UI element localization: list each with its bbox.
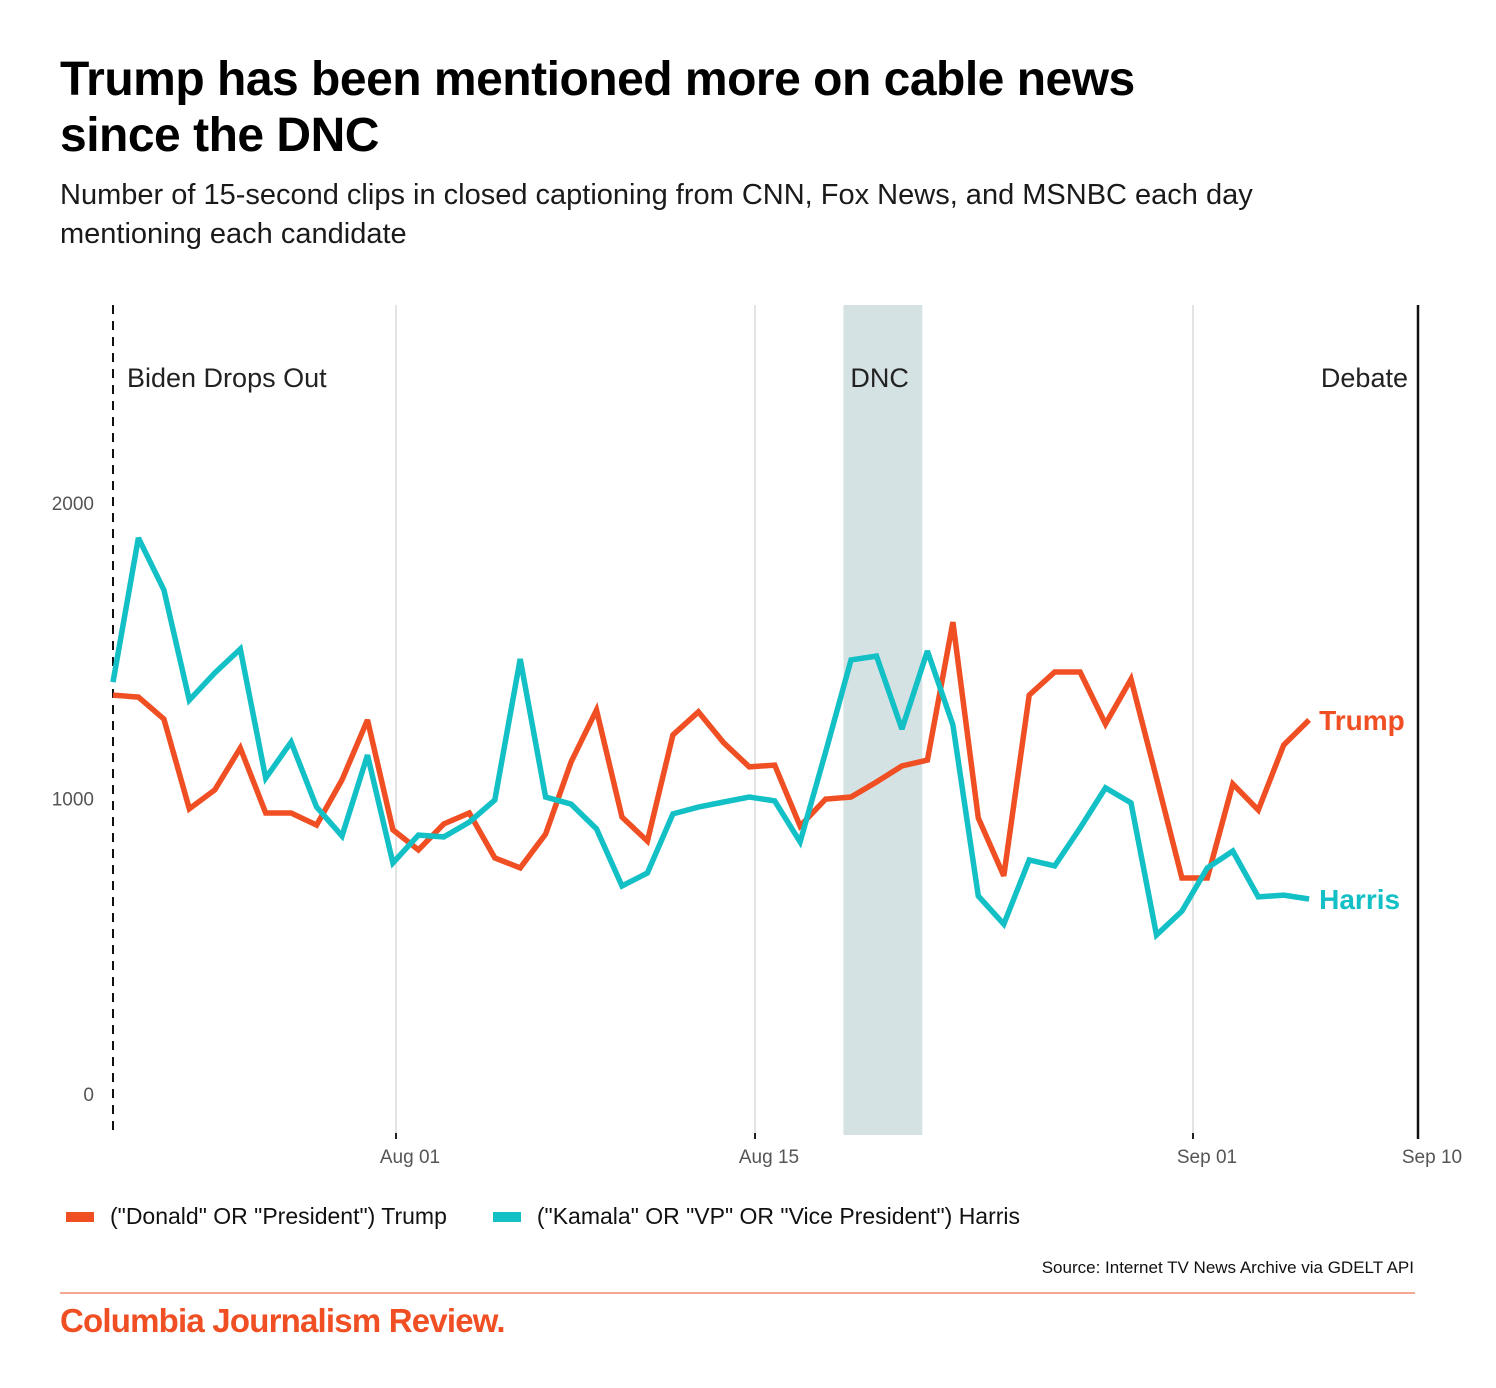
legend-swatch-trump	[66, 1211, 94, 1222]
footer-divider	[60, 1292, 1415, 1294]
end-label-harris: Harris	[1319, 884, 1400, 915]
y-tick-label: 2000	[52, 494, 94, 515]
y-tick-label: 0	[83, 1085, 94, 1106]
series-line-harris	[110, 536, 1310, 941]
chart-subtitle: Number of 15-second clips in closed capt…	[60, 179, 1253, 250]
dnc-band	[843, 305, 923, 1135]
annotation-debate: Debate	[1321, 363, 1408, 393]
series-line-trump	[112, 621, 1312, 881]
line-chart: Biden Drops Out DNC Debate 0 1000 2000 Aug 0…	[52, 305, 1462, 1168]
annotation-dnc: DNC	[850, 363, 909, 393]
y-tick-label: 1000	[52, 790, 94, 811]
x-tick-label: Sep 01	[1177, 1147, 1237, 1168]
x-tick-label: Aug 15	[739, 1147, 799, 1168]
x-tick-label: Aug 01	[380, 1147, 440, 1168]
legend-swatch-harris	[492, 1211, 521, 1222]
legend-item-harris: ("Kamala" OR "VP" OR "Vice President") H…	[492, 1203, 1021, 1230]
legend-item-trump: ("Donald" OR "President") Trump	[66, 1203, 447, 1230]
end-label-trump: Trump	[1319, 705, 1405, 736]
brand-logo-text: Columbia Journalism Review.	[60, 1302, 506, 1339]
chart-title: Trump has been mentioned more on cable n…	[60, 53, 1135, 162]
legend: ("Donald" OR "President") Trump ("Kamala…	[66, 1203, 1066, 1230]
x-tick-label: Sep 10	[1402, 1147, 1462, 1168]
legend-label-trump: ("Donald" OR "President") Trump	[110, 1203, 447, 1229]
source-note: Source: Internet TV News Archive via GDE…	[1041, 1258, 1414, 1277]
annotation-biden-drops-out: Biden Drops Out	[127, 363, 327, 393]
legend-label-harris: ("Kamala" OR "VP" OR "Vice President") H…	[536, 1203, 1021, 1229]
